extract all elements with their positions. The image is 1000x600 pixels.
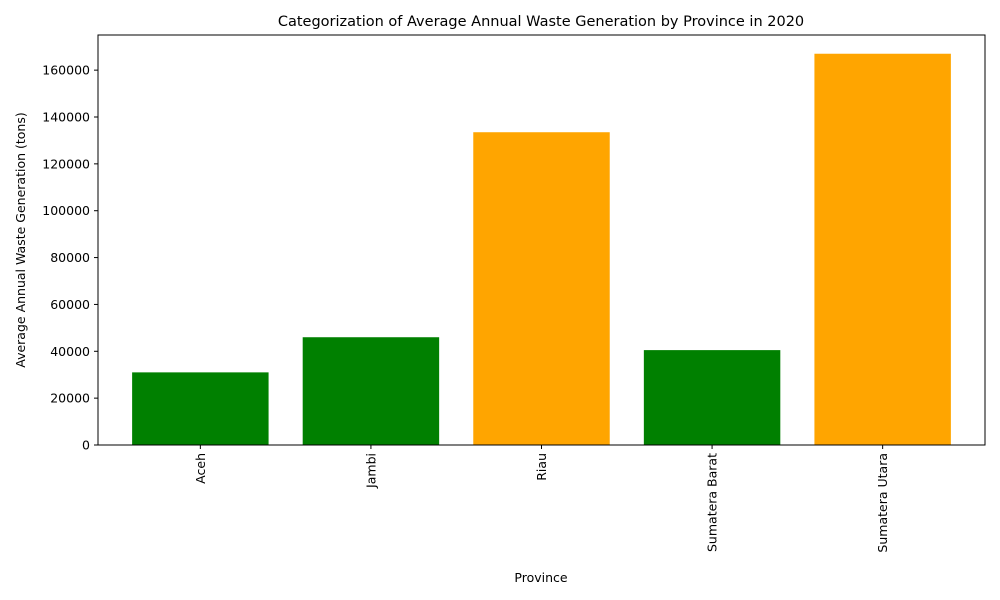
x-tick-label: Jambi [363, 453, 378, 489]
chart-title: Categorization of Average Annual Waste G… [278, 14, 804, 30]
y-tick-label: 0 [82, 438, 90, 453]
y-tick-label: 20000 [50, 391, 90, 406]
y-tick-label: 80000 [50, 250, 90, 265]
bar-sumatera-barat [643, 350, 781, 445]
bar-jambi [302, 337, 440, 445]
bar-aceh [132, 372, 269, 445]
y-axis-label: Average Annual Waste Generation (tons) [13, 112, 28, 367]
x-tick-label: Riau [534, 453, 549, 481]
x-axis-ticks: Aceh Jambi Riau Sumatera Barat Sumatera Utar… [193, 445, 890, 553]
y-axis-ticks: 0 20000 40000 60000 80000 100000 120000 140000 1… [42, 63, 98, 453]
bars-layer [132, 53, 951, 446]
y-tick-label: 100000 [42, 203, 90, 218]
y-tick-label: 60000 [50, 297, 90, 312]
y-tick-label: 120000 [42, 156, 90, 171]
y-tick-label: 140000 [42, 110, 90, 125]
y-tick-label: 40000 [50, 344, 90, 359]
bar-sumatera-utara [814, 53, 951, 446]
x-tick-label: Sumatera Barat [705, 453, 720, 552]
x-tick-label: Sumatera Utara [875, 453, 890, 553]
y-tick-label: 160000 [42, 63, 90, 78]
bar-riau [473, 132, 610, 446]
x-axis-label: Province [514, 570, 567, 585]
plot-area-frame [97, 34, 986, 446]
x-tick-label: Aceh [193, 453, 208, 484]
